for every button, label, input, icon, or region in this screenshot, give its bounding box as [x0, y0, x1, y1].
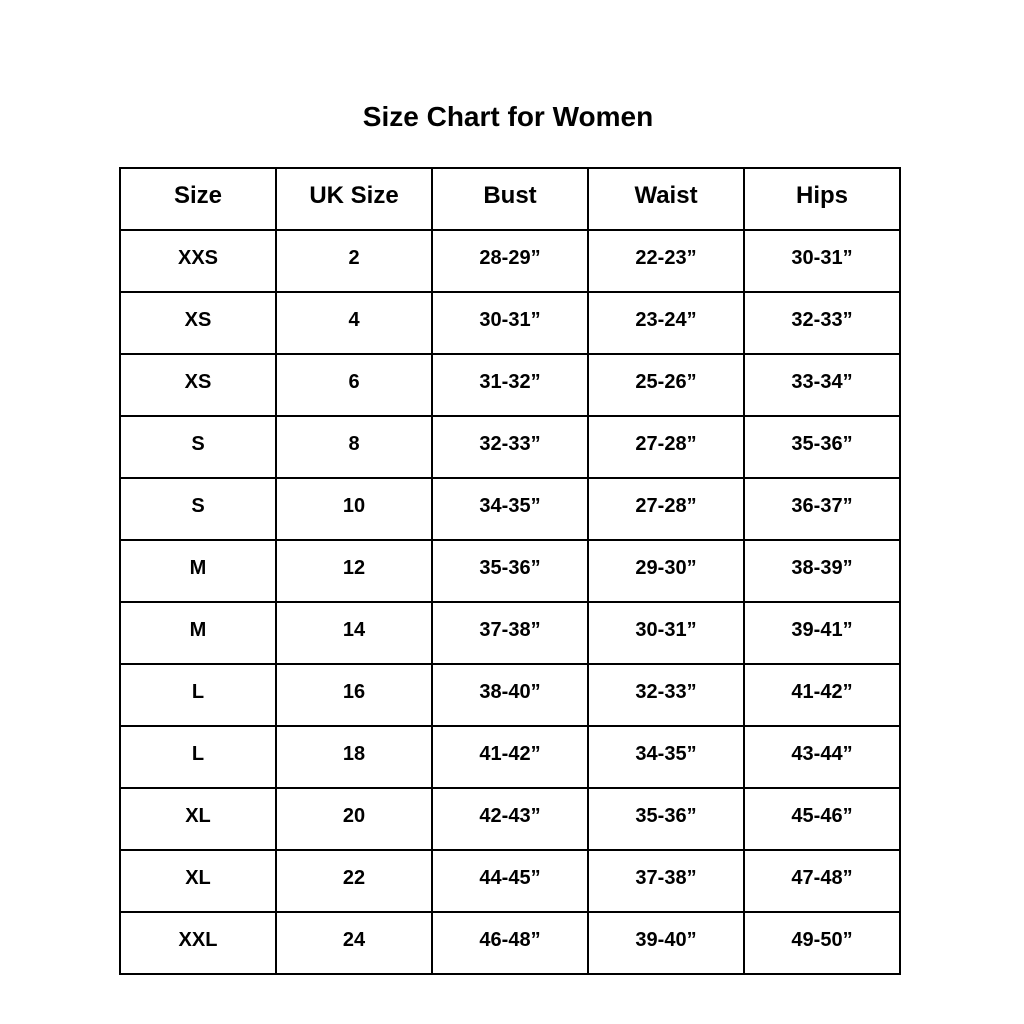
table-body: XXS 2 28-29” 22-23” 30-31” XS 4 30-31” 23-24” 32-…	[119, 229, 901, 975]
table-row: M 14 37-38” 30-31” 39-41”	[119, 601, 901, 665]
header-bust: Bust	[431, 167, 589, 231]
cell-hips: 39-41”	[743, 601, 901, 665]
cell-bust: 35-36”	[431, 539, 589, 603]
cell-uk-size: 22	[275, 849, 433, 913]
cell-hips: 45-46”	[743, 787, 901, 851]
cell-uk-size: 8	[275, 415, 433, 479]
table-row: S 10 34-35” 27-28” 36-37”	[119, 477, 901, 541]
cell-bust: 30-31”	[431, 291, 589, 355]
cell-bust: 31-32”	[431, 353, 589, 417]
cell-hips: 38-39”	[743, 539, 901, 603]
cell-size: M	[119, 601, 277, 665]
cell-waist: 29-30”	[587, 539, 745, 603]
table-row: L 18 41-42” 34-35” 43-44”	[119, 725, 901, 789]
cell-bust: 34-35”	[431, 477, 589, 541]
cell-size: M	[119, 539, 277, 603]
cell-waist: 37-38”	[587, 849, 745, 913]
table-row: XL 20 42-43” 35-36” 45-46”	[119, 787, 901, 851]
table-row: L 16 38-40” 32-33” 41-42”	[119, 663, 901, 727]
cell-uk-size: 4	[275, 291, 433, 355]
header-uk-size: UK Size	[275, 167, 433, 231]
cell-uk-size: 10	[275, 477, 433, 541]
cell-bust: 41-42”	[431, 725, 589, 789]
cell-hips: 49-50”	[743, 911, 901, 975]
cell-waist: 22-23”	[587, 229, 745, 293]
cell-uk-size: 12	[275, 539, 433, 603]
cell-hips: 33-34”	[743, 353, 901, 417]
cell-waist: 27-28”	[587, 477, 745, 541]
table-row: XXL 24 46-48” 39-40” 49-50”	[119, 911, 901, 975]
size-chart-table: Size UK Size Bust Waist Hips XXS 2 28-29” 2…	[119, 167, 901, 975]
cell-uk-size: 2	[275, 229, 433, 293]
cell-bust: 46-48”	[431, 911, 589, 975]
header-hips: Hips	[743, 167, 901, 231]
cell-hips: 43-44”	[743, 725, 901, 789]
cell-hips: 41-42”	[743, 663, 901, 727]
table-row: XL 22 44-45” 37-38” 47-48”	[119, 849, 901, 913]
cell-waist: 30-31”	[587, 601, 745, 665]
cell-size: XXS	[119, 229, 277, 293]
page-title: Size Chart for Women	[362, 101, 654, 132]
cell-bust: 37-38”	[431, 601, 589, 665]
cell-hips: 35-36”	[743, 415, 901, 479]
header-row: Size UK Size Bust Waist Hips	[119, 167, 901, 231]
cell-waist: 35-36”	[587, 787, 745, 851]
table-row: M 12 35-36” 29-30” 38-39”	[119, 539, 901, 603]
cell-size: XS	[119, 353, 277, 417]
cell-size: XS	[119, 291, 277, 355]
cell-bust: 38-40”	[431, 663, 589, 727]
header-size: Size	[119, 167, 277, 231]
table-row: XXS 2 28-29” 22-23” 30-31”	[119, 229, 901, 293]
cell-uk-size: 24	[275, 911, 433, 975]
cell-uk-size: 6	[275, 353, 433, 417]
cell-hips: 30-31”	[743, 229, 901, 293]
cell-waist: 34-35”	[587, 725, 745, 789]
cell-waist: 27-28”	[587, 415, 745, 479]
cell-waist: 32-33”	[587, 663, 745, 727]
cell-bust: 42-43”	[431, 787, 589, 851]
cell-size: L	[119, 725, 277, 789]
cell-uk-size: 18	[275, 725, 433, 789]
cell-hips: 47-48”	[743, 849, 901, 913]
table-row: S 8 32-33” 27-28” 35-36”	[119, 415, 901, 479]
cell-size: XL	[119, 849, 277, 913]
cell-size: L	[119, 663, 277, 727]
cell-uk-size: 14	[275, 601, 433, 665]
cell-hips: 36-37”	[743, 477, 901, 541]
cell-bust: 32-33”	[431, 415, 589, 479]
table-row: XS 6 31-32” 25-26” 33-34”	[119, 353, 901, 417]
cell-waist: 23-24”	[587, 291, 745, 355]
cell-waist: 25-26”	[587, 353, 745, 417]
cell-size: XL	[119, 787, 277, 851]
cell-uk-size: 16	[275, 663, 433, 727]
cell-hips: 32-33”	[743, 291, 901, 355]
cell-size: S	[119, 415, 277, 479]
table-row: XS 4 30-31” 23-24” 32-33”	[119, 291, 901, 355]
cell-bust: 28-29”	[431, 229, 589, 293]
cell-bust: 44-45”	[431, 849, 589, 913]
cell-waist: 39-40”	[587, 911, 745, 975]
header-waist: Waist	[587, 167, 745, 231]
cell-size: S	[119, 477, 277, 541]
cell-uk-size: 20	[275, 787, 433, 851]
cell-size: XXL	[119, 911, 277, 975]
